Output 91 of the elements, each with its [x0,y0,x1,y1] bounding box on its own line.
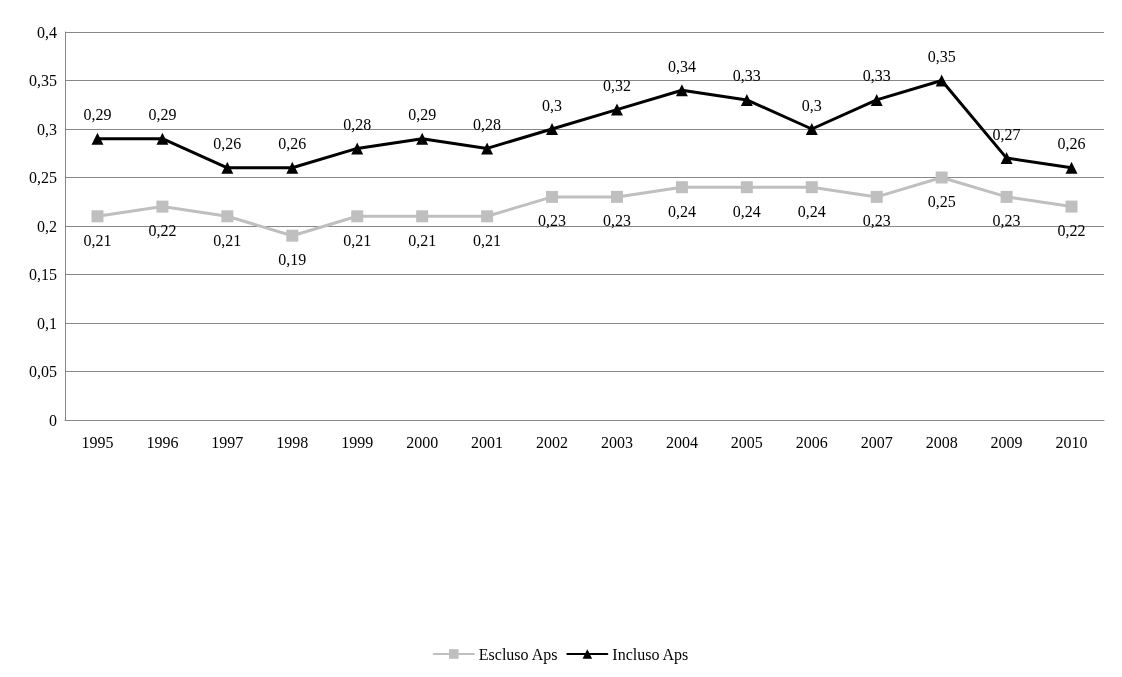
x-tick-label: 2007 [860,433,893,451]
x-tick-label: 2006 [795,433,828,451]
data-label: 0,29 [148,106,177,124]
x-tick-label: 1998 [276,433,309,451]
point [481,142,494,155]
x-tick-label: 2003 [600,433,633,451]
data-label: 0,26 [1057,135,1086,153]
data-label: 0,23 [602,212,631,230]
y-tick-label: 0,05 [29,363,57,380]
point [416,210,429,223]
point [351,210,364,223]
data-label: 0,24 [732,202,761,220]
y-tick-label: 0,35 [29,72,57,89]
data-label: 0,3 [542,96,563,114]
point [870,93,883,106]
data-label: 0,26 [213,135,242,153]
x-tick-label: 2002 [536,433,569,451]
x-tick-label: 1997 [211,433,244,451]
data-label: 0,33 [862,67,891,85]
point [91,210,104,223]
data-label: 0,22 [148,222,177,240]
point [1000,152,1013,165]
data-label: 0,28 [473,115,502,133]
point [610,103,623,116]
point [286,229,299,242]
y-tick-label: 0,15 [29,266,57,283]
data-label: 0,19 [278,251,307,269]
data-label: 0,24 [667,202,696,220]
point [935,74,948,87]
x-tick-label: 2008 [925,433,958,451]
point [805,181,818,194]
point [351,142,364,155]
data-label: 0,26 [278,135,307,153]
data-label: 0,29 [408,106,437,124]
y-tick-label: 0,3 [37,120,57,138]
data-label: 0,21 [213,231,242,249]
y-tick-label: 0,2 [37,217,57,235]
point [546,190,559,203]
data-label: 0,21 [83,231,112,249]
y-tick-label: 0,4 [37,23,57,41]
x-tick-label: 1999 [341,433,374,451]
x-tick-label: 2000 [406,433,439,451]
data-label: 0,3 [801,96,822,114]
point [481,210,494,223]
point [1065,200,1078,213]
data-label: 0,33 [732,67,761,85]
x-tick-label: 2009 [990,433,1023,451]
point [1000,190,1013,203]
point [740,181,753,194]
point [870,190,883,203]
point [675,181,688,194]
point [740,93,753,106]
data-label: 0,21 [343,231,372,249]
point [610,190,623,203]
x-tick-label: 2010 [1055,433,1088,451]
data-label: 0,21 [473,231,502,249]
point [91,132,104,145]
data-label: 0,32 [602,77,631,95]
point [416,132,429,145]
data-label: 0,23 [862,212,891,230]
point [1065,161,1078,174]
point [805,123,818,135]
x-tick-label: 1995 [81,433,114,451]
point [156,132,169,145]
data-label: 0,23 [538,212,567,230]
point [156,200,169,213]
x-tick-label: 1996 [146,433,179,451]
y-tick-label: 0 [49,411,57,429]
data-label: 0,22 [1057,222,1086,240]
point [221,161,234,174]
point [935,171,948,184]
data-label: 0,29 [83,106,112,124]
data-label: 0,28 [343,115,372,133]
point [675,84,688,97]
point [286,161,299,174]
data-label: 0,24 [797,202,826,220]
data-label: 0,25 [927,193,956,210]
data-label: 0,35 [927,48,956,65]
y-tick-label: 0,25 [29,169,57,186]
legend-label: Incluso Aps [612,645,689,664]
data-label: 0,27 [992,125,1021,143]
data-label: 0,34 [667,57,696,75]
point [546,123,559,135]
data-label: 0,21 [408,231,437,249]
point [221,210,234,223]
y-tick-label: 0,1 [37,314,57,332]
legend-label: Escluso Aps [478,645,558,664]
x-tick-label: 2005 [730,433,763,451]
x-tick-label: 2004 [665,433,698,451]
x-tick-label: 2001 [471,433,504,451]
data-label: 0,23 [992,212,1021,230]
